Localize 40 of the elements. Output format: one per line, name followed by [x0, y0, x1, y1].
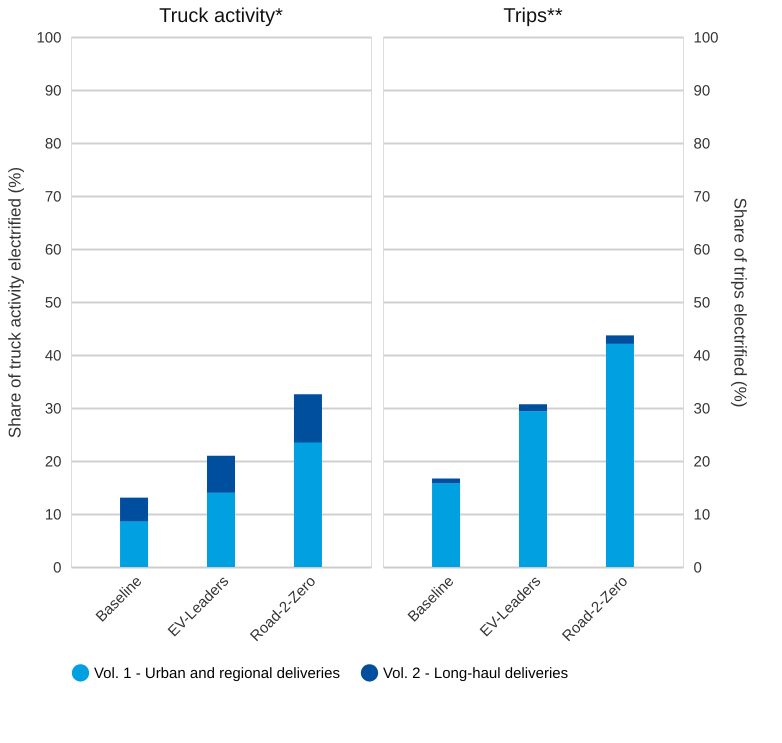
bar [432, 478, 460, 484]
bar [120, 498, 148, 522]
y2-tick-label: 90 [694, 82, 710, 100]
y2-tick-label: 30 [694, 400, 710, 418]
y2-tick-label: 0 [694, 560, 702, 576]
y2-tick-label: 50 [694, 294, 710, 312]
bar [519, 404, 547, 412]
bar [294, 442, 322, 567]
y-tick-label: 30 [44, 400, 62, 418]
bar [606, 344, 634, 567]
y-tick-label: 40 [44, 348, 62, 364]
y2-tick-label: 100 [694, 30, 719, 46]
y2-tick-label: 60 [694, 242, 710, 258]
bar [120, 521, 148, 567]
y-tick-label: 90 [44, 82, 62, 100]
y-tick-label: 50 [44, 294, 62, 312]
y-tick-label: 10 [44, 506, 62, 524]
chart-title: Trips** [503, 5, 563, 27]
y-tick-label: 70 [44, 188, 62, 206]
bar [519, 411, 547, 567]
y-tick-label: 0 [53, 560, 62, 576]
y-axis-title: Share of truck activity electrified (%) [5, 166, 24, 438]
y2-tick-label: 10 [694, 506, 710, 524]
bar [606, 335, 634, 344]
bar [207, 492, 235, 567]
bar [294, 394, 322, 442]
legend-label: Vol. 2 - Long-haul deliveries [383, 664, 568, 682]
bar [432, 483, 460, 567]
y-tick-label: 100 [36, 30, 62, 46]
y2-tick-label: 80 [694, 136, 710, 152]
y2-tick-label: 40 [694, 348, 710, 364]
legend-label: Vol. 1 - Urban and regional deliveries [94, 664, 340, 682]
y-tick-label: 80 [44, 136, 62, 152]
y2-tick-label: 70 [694, 188, 710, 206]
bar [207, 456, 235, 493]
y-tick-label: 20 [44, 454, 62, 470]
chart-title: Truck activity* [159, 5, 284, 27]
y-tick-label: 60 [44, 242, 62, 258]
y2-axis-title: Share of trips electrified (%) [730, 198, 750, 408]
y2-tick-label: 20 [694, 454, 710, 470]
